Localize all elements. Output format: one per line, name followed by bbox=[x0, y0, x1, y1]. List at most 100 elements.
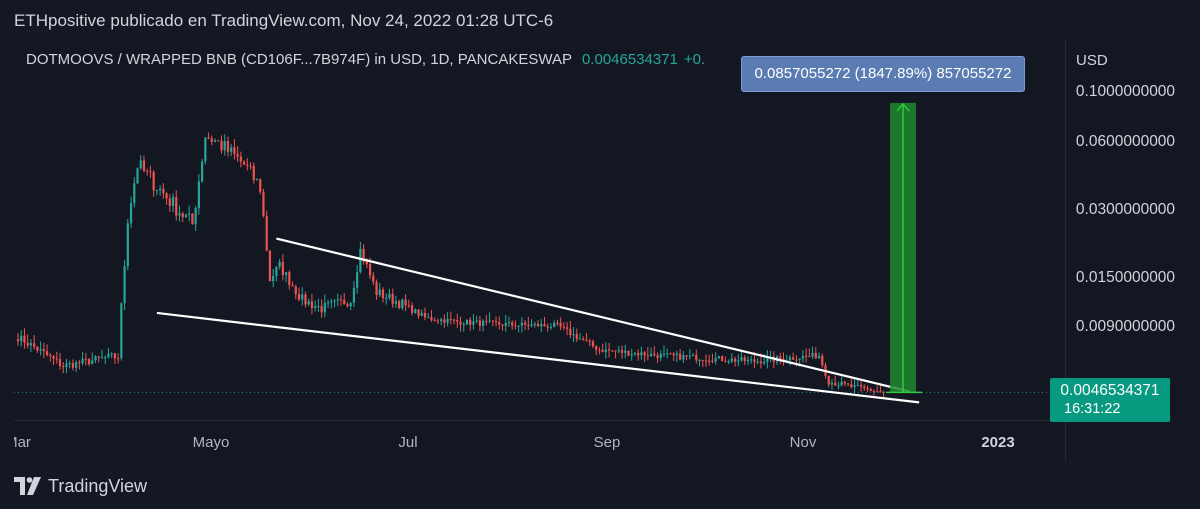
candle-body bbox=[637, 352, 640, 356]
candle-body bbox=[517, 325, 520, 327]
candle-body bbox=[123, 266, 126, 304]
candle-body bbox=[595, 346, 598, 350]
candle-body bbox=[236, 154, 239, 157]
x-tick-label: Jul bbox=[398, 434, 418, 451]
candle-body bbox=[714, 358, 717, 362]
candle-body bbox=[336, 299, 339, 301]
candle-body bbox=[181, 213, 184, 218]
candle-body bbox=[475, 320, 478, 322]
last-price-tag: 0.0046534371 16:31:22 bbox=[1050, 378, 1170, 422]
candle-body bbox=[798, 358, 801, 360]
candle-body bbox=[168, 198, 171, 207]
candle-body bbox=[417, 309, 420, 316]
publication-header: ETHpositive publicado en TradingView.com… bbox=[14, 11, 554, 30]
legend-symbol: DOTMOOVS / WRAPPED BNB (CD106F...7B974F)… bbox=[26, 51, 572, 68]
candle-body bbox=[388, 293, 391, 298]
candle-body bbox=[278, 261, 281, 267]
candle-body bbox=[36, 346, 39, 351]
chart-panel[interactable]: DOTMOOVS / WRAPPED BNB (CD106F...7B974F)… bbox=[14, 40, 1186, 462]
candle-body bbox=[55, 358, 58, 360]
candle-body bbox=[29, 343, 33, 346]
candle-body bbox=[546, 326, 549, 328]
candle-body bbox=[688, 355, 691, 357]
candle-body bbox=[656, 355, 659, 358]
candle-body bbox=[795, 359, 798, 361]
candle-body bbox=[117, 358, 120, 360]
candle-body bbox=[717, 356, 721, 359]
candle-body bbox=[262, 191, 265, 217]
candle-body bbox=[436, 320, 439, 322]
candle-body bbox=[662, 353, 666, 355]
candle-body bbox=[404, 299, 407, 306]
candle-body bbox=[213, 140, 217, 142]
tradingview-logo-icon bbox=[14, 477, 41, 495]
measure-arrow-head bbox=[896, 102, 910, 112]
candle-body bbox=[75, 361, 78, 368]
candle-body bbox=[281, 261, 284, 276]
candle-body bbox=[65, 363, 68, 367]
candle-body bbox=[879, 391, 882, 393]
candle-body bbox=[20, 335, 23, 342]
candle-body bbox=[94, 356, 97, 361]
candle-body bbox=[23, 335, 26, 343]
candle-body bbox=[527, 324, 530, 327]
candle-body bbox=[863, 386, 866, 389]
y-tick-label: 0.0300000000 bbox=[1075, 201, 1176, 218]
candle-body bbox=[859, 385, 863, 387]
candle-body bbox=[394, 301, 398, 304]
candle-body bbox=[297, 293, 301, 300]
candle-body bbox=[171, 196, 175, 207]
candle-body bbox=[42, 349, 45, 352]
candle-body bbox=[847, 383, 850, 385]
candle-body bbox=[511, 322, 514, 326]
candle-body bbox=[856, 385, 859, 387]
candle-body bbox=[204, 137, 207, 162]
candle-body bbox=[320, 305, 323, 313]
candle-body bbox=[265, 216, 268, 251]
candle-body bbox=[646, 355, 649, 357]
candle-body bbox=[582, 338, 585, 341]
candle-body bbox=[743, 357, 746, 362]
candle-body bbox=[672, 353, 675, 356]
candle-body bbox=[850, 384, 853, 387]
candle-body bbox=[146, 170, 149, 172]
candle-body bbox=[356, 272, 359, 288]
candle-body bbox=[598, 349, 601, 351]
candle-body bbox=[223, 141, 226, 151]
candle-body bbox=[433, 319, 436, 321]
candle-body bbox=[817, 355, 821, 359]
candle-body bbox=[375, 281, 378, 295]
candle-body bbox=[194, 208, 197, 225]
candle-body bbox=[207, 137, 210, 139]
candle-body bbox=[504, 323, 507, 326]
candle-body bbox=[866, 388, 869, 390]
candle-body bbox=[872, 391, 876, 393]
candle-body bbox=[698, 359, 701, 361]
tradingview-brand[interactable]: TradingView bbox=[14, 472, 147, 500]
candle-body bbox=[349, 302, 352, 307]
candle-body bbox=[756, 361, 759, 363]
candle-body bbox=[149, 171, 152, 173]
candle-body bbox=[876, 391, 879, 393]
candle-body bbox=[834, 382, 837, 386]
lower-trendline bbox=[156, 311, 920, 404]
chart-plot[interactable] bbox=[14, 40, 1186, 462]
candle-body bbox=[239, 156, 242, 162]
candle-body bbox=[385, 297, 388, 299]
candle-body bbox=[630, 354, 633, 356]
candle-body bbox=[68, 363, 71, 365]
candle-body bbox=[575, 334, 578, 340]
candle-body bbox=[33, 343, 36, 347]
candle-body bbox=[624, 350, 627, 353]
candle-body bbox=[233, 147, 236, 155]
candle-body bbox=[268, 250, 272, 282]
candle-body bbox=[543, 324, 546, 327]
candle-body bbox=[323, 302, 326, 313]
candle-body bbox=[301, 294, 304, 300]
candle-body bbox=[91, 360, 94, 365]
candle-body bbox=[465, 319, 469, 325]
candle-body bbox=[679, 353, 682, 360]
candle-body bbox=[643, 352, 646, 356]
candle-body bbox=[178, 213, 181, 216]
